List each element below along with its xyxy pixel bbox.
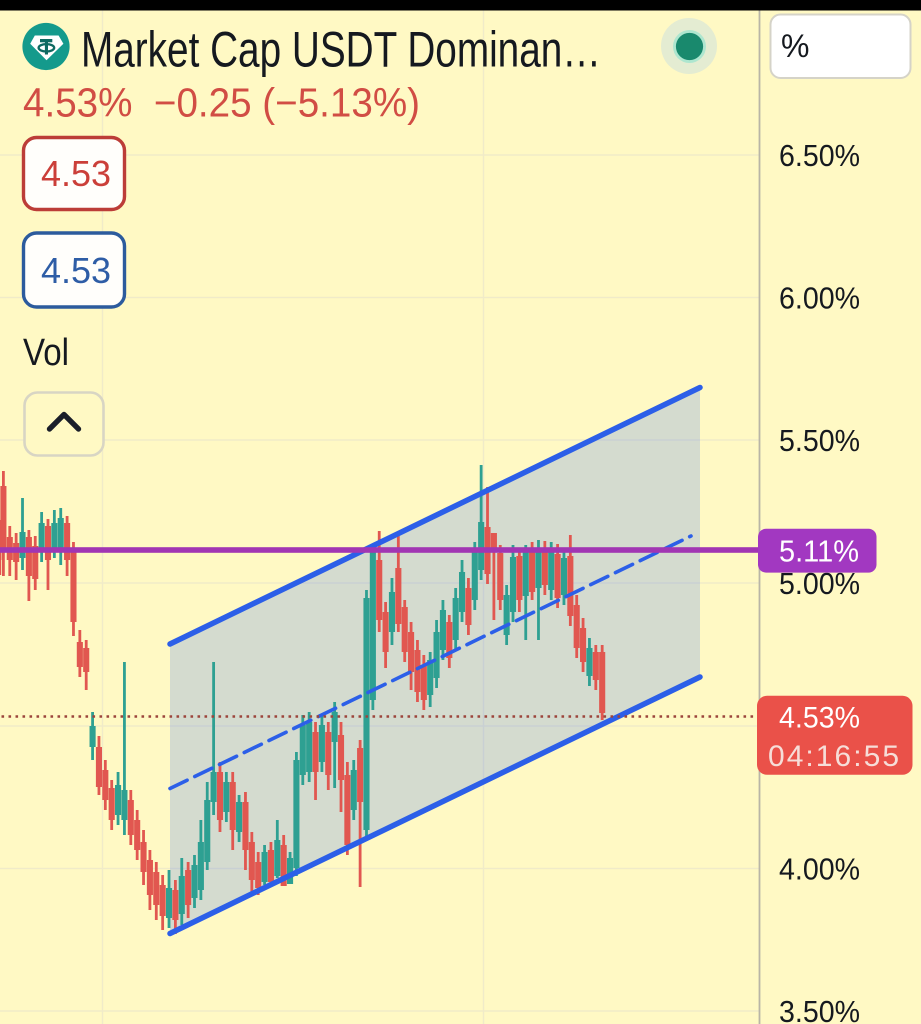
svg-text:5.50%: 5.50% <box>779 423 860 458</box>
svg-text:Market Cap USDT Dominan…: Market Cap USDT Dominan… <box>81 22 601 78</box>
svg-text:4.53: 4.53 <box>41 250 111 291</box>
svg-text:3.50%: 3.50% <box>779 994 860 1024</box>
svg-text:6.00%: 6.00% <box>779 281 860 316</box>
svg-text:%: % <box>781 28 809 64</box>
svg-text:4.00%: 4.00% <box>779 852 860 887</box>
svg-text:4.53%: 4.53% <box>779 702 860 735</box>
svg-text:4.53% −0.25 (−5.13%): 4.53% −0.25 (−5.13%) <box>23 80 420 126</box>
svg-text:Vol: Vol <box>23 332 69 374</box>
svg-text:5.11%: 5.11% <box>779 534 859 569</box>
svg-text:4.53: 4.53 <box>41 153 111 194</box>
svg-text:6.50%: 6.50% <box>779 138 860 173</box>
